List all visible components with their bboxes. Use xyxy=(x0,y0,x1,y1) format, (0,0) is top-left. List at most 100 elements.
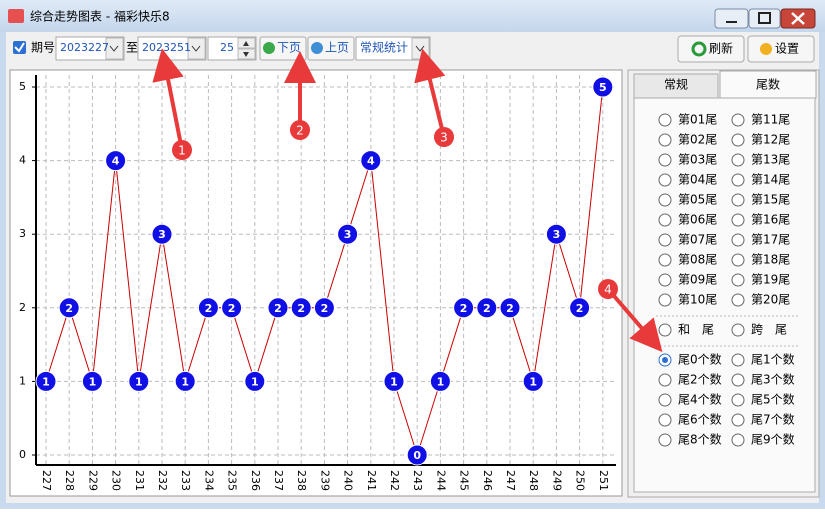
point-label: 1 xyxy=(390,375,398,388)
radio[interactable] xyxy=(731,323,745,337)
radio[interactable] xyxy=(731,153,745,167)
radio[interactable] xyxy=(731,113,745,127)
point-label: 2 xyxy=(65,302,73,315)
point-marker xyxy=(499,297,521,319)
radio[interactable] xyxy=(731,373,745,387)
x-tick-label: 234 xyxy=(202,470,215,491)
radio[interactable] xyxy=(658,413,672,427)
annotation-number: 2 xyxy=(296,124,304,138)
radio[interactable] xyxy=(658,213,672,227)
radio[interactable] xyxy=(731,273,745,287)
annotations: 1 2 3 4 xyxy=(152,48,663,353)
annotation-number: 1 xyxy=(178,144,186,158)
radio[interactable] xyxy=(658,273,672,287)
radio-label: 第13尾 xyxy=(751,153,790,167)
radio-label: 第02尾 xyxy=(678,133,717,147)
radio-label: 尾3个数 xyxy=(751,372,795,387)
point-label: 4 xyxy=(112,155,120,168)
radio-label: 第11尾 xyxy=(751,113,790,127)
radio[interactable] xyxy=(731,393,745,407)
radio-label: 第18尾 xyxy=(751,253,790,267)
point-marker xyxy=(197,297,219,319)
settings-button[interactable] xyxy=(747,35,815,63)
x-tick-label: 241 xyxy=(365,470,378,491)
radio-label: 第20尾 xyxy=(751,293,790,307)
radio[interactable] xyxy=(658,293,672,307)
radio[interactable] xyxy=(658,173,672,187)
radio[interactable] xyxy=(731,353,745,367)
x-tick-label: 238 xyxy=(295,470,308,491)
annotation-arrow xyxy=(414,48,446,138)
radio[interactable] xyxy=(731,433,745,447)
radio[interactable] xyxy=(731,233,745,247)
radio[interactable] xyxy=(731,193,745,207)
refresh-label: 刷新 xyxy=(709,41,733,56)
radio[interactable] xyxy=(658,373,672,387)
radio-label: 第10尾 xyxy=(678,293,717,307)
radio[interactable] xyxy=(658,133,672,147)
point-label: 1 xyxy=(529,375,537,388)
radio[interactable] xyxy=(658,393,672,407)
radio-label: 尾1个数 xyxy=(751,352,795,367)
radio[interactable] xyxy=(658,153,672,167)
x-tick-label: 248 xyxy=(527,470,540,491)
tab[interactable] xyxy=(719,70,817,99)
radio[interactable] xyxy=(658,433,672,447)
radio[interactable] xyxy=(731,173,745,187)
window-title: 综合走势图表 - 福彩快乐8 xyxy=(30,9,170,24)
point-label: 3 xyxy=(158,228,166,241)
from-value: 2023227 xyxy=(60,41,109,54)
point-label: 2 xyxy=(483,302,491,315)
y-tick-label: 1 xyxy=(19,374,26,387)
radio[interactable] xyxy=(731,293,745,307)
radio[interactable] xyxy=(731,413,745,427)
x-tick-label: 229 xyxy=(86,470,99,491)
point-label: 2 xyxy=(506,302,514,315)
refresh-button[interactable] xyxy=(677,35,745,63)
radio-label: 第12尾 xyxy=(751,133,790,147)
point-marker xyxy=(128,370,150,392)
x-tick-label: 242 xyxy=(388,470,401,491)
chart-area xyxy=(9,69,623,497)
radio-label: 尾9个数 xyxy=(751,432,795,447)
y-tick-label: 0 xyxy=(19,448,26,461)
point-marker xyxy=(383,370,405,392)
radio[interactable] xyxy=(731,133,745,147)
point-label: 2 xyxy=(274,302,282,315)
tab[interactable] xyxy=(633,73,719,99)
radio-label: 尾7个数 xyxy=(751,412,795,427)
radio[interactable] xyxy=(658,113,672,127)
radio[interactable] xyxy=(658,253,672,267)
radio-label: 第04尾 xyxy=(678,173,717,187)
maximize-button[interactable] xyxy=(748,8,781,29)
period-label: 期号 xyxy=(31,41,55,55)
minimize-button[interactable] xyxy=(714,8,749,29)
prev-label: 上页 xyxy=(325,41,349,55)
x-tick-label: 246 xyxy=(481,470,494,491)
x-tick-label: 239 xyxy=(318,470,331,491)
radio-label: 第16尾 xyxy=(751,213,790,227)
x-tick-label: 232 xyxy=(156,470,169,491)
radio[interactable] xyxy=(658,233,672,247)
radio[interactable] xyxy=(658,323,672,337)
point-marker xyxy=(313,297,335,319)
point-label: 3 xyxy=(553,228,561,241)
radio-label: 第07尾 xyxy=(678,233,717,247)
x-tick-label: 230 xyxy=(110,470,123,491)
radio-label: 第14尾 xyxy=(751,173,790,187)
point-label: 3 xyxy=(344,228,352,241)
radio[interactable] xyxy=(658,193,672,207)
annotation-number: 3 xyxy=(440,131,448,145)
x-tick-label: 250 xyxy=(574,470,587,491)
radio[interactable] xyxy=(731,213,745,227)
x-tick-label: 237 xyxy=(272,470,285,491)
radio[interactable] xyxy=(731,253,745,267)
annotation-arrow xyxy=(152,48,184,151)
annotation-arrow xyxy=(606,287,663,353)
radio-label: 第19尾 xyxy=(751,273,790,287)
point-label: 1 xyxy=(89,375,97,388)
point-label: 2 xyxy=(460,302,468,315)
point-marker xyxy=(545,223,567,245)
point-marker xyxy=(337,223,359,245)
annotation-badge xyxy=(598,279,618,299)
